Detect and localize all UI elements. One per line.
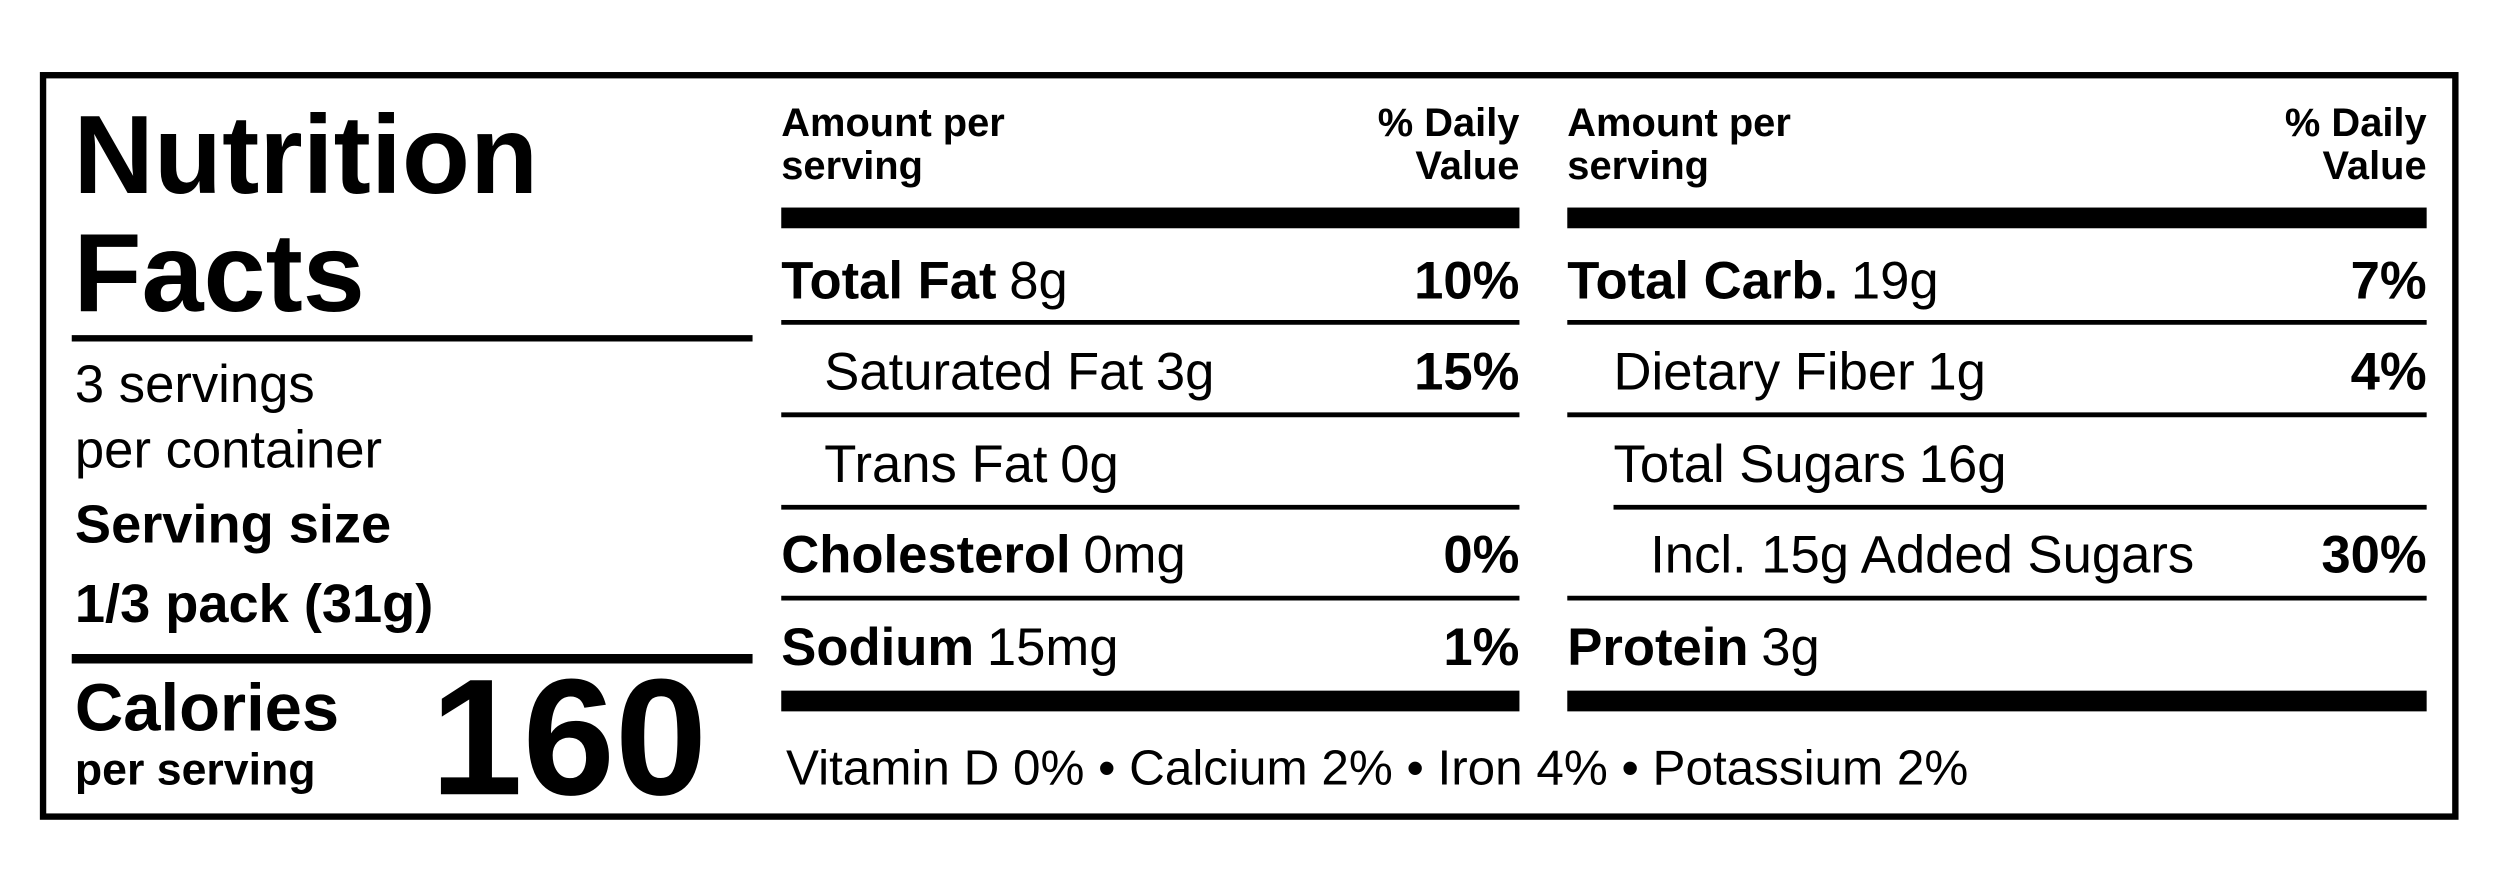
title: Nutrition xyxy=(73,92,538,217)
servings: per container xyxy=(75,420,382,479)
daily-value: 30% xyxy=(2321,526,2426,585)
title: Facts xyxy=(73,210,365,335)
nutrient-column: Amount per serving % Daily Value Total F… xyxy=(781,101,1519,712)
row: Total Carb. 19g xyxy=(1567,251,1938,310)
daily-value: 0% xyxy=(1443,526,1519,585)
calories-value: 160 xyxy=(430,645,707,830)
amount: 16g xyxy=(1919,435,2007,494)
row: Dietary Fiber 1g xyxy=(1614,342,1986,401)
amount: 15mg xyxy=(987,618,1119,677)
daily-value: 1% xyxy=(1443,618,1519,677)
nutrient: Total Carb. xyxy=(1567,251,1838,310)
calories-sublabel: per serving xyxy=(75,746,316,795)
nutrient-column: Amount per serving % Daily Value Total C… xyxy=(1567,101,2427,712)
header: Value xyxy=(1415,144,1519,188)
row: Saturated Fat 3g xyxy=(824,342,1214,401)
row: Sodium 15mg xyxy=(781,618,1118,677)
row: Total Fat 8g xyxy=(781,251,1068,310)
servings: 3 servings xyxy=(75,355,315,414)
header: serving xyxy=(1567,144,1709,188)
nutrient: Total Fat xyxy=(781,251,996,310)
daily-value: 4% xyxy=(2351,342,2427,401)
thick-bar xyxy=(781,207,1520,229)
amount: 0mg xyxy=(1083,526,1185,585)
amount: 1g xyxy=(1927,342,1986,401)
row: Trans Fat 0g xyxy=(824,435,1118,494)
header: Value xyxy=(2323,144,2427,188)
calories-label: Calories xyxy=(75,671,339,746)
header: Amount per xyxy=(1567,101,1791,145)
serving-size-label: Serving size xyxy=(75,494,391,554)
row: Protein 3g xyxy=(1567,618,1820,677)
header: serving xyxy=(781,144,923,188)
amount: 0g xyxy=(1060,435,1119,494)
label-border xyxy=(39,72,2459,820)
header: Amount per xyxy=(781,101,1005,145)
daily-value: 10% xyxy=(1414,251,1519,310)
amount: 19g xyxy=(1851,251,1939,310)
nutrient: Protein xyxy=(1567,618,1748,677)
nutrient: Incl. 15g Added Sugars xyxy=(1650,526,2194,585)
daily-value: 15% xyxy=(1414,342,1519,401)
amount: 3g xyxy=(1761,618,1820,677)
thick-bar xyxy=(1567,207,2427,229)
daily-value: 7% xyxy=(2351,251,2427,310)
nutrient: Saturated Fat xyxy=(824,342,1143,401)
row: Total Sugars 16g xyxy=(1614,435,2007,494)
nutrient: Cholesterol xyxy=(781,526,1070,585)
thick-bar xyxy=(781,690,1520,712)
amount: 3g xyxy=(1156,342,1215,401)
header: % Daily xyxy=(2285,101,2427,145)
footer: Vitamin D 0% • Calcium 2% • Iron 4% • Po… xyxy=(786,741,1968,796)
nutrient: Sodium xyxy=(781,618,974,677)
nutrient: Dietary Fiber xyxy=(1614,342,1915,401)
nutrient: Trans Fat xyxy=(824,435,1048,494)
thick-bar xyxy=(1567,690,2427,712)
row: Cholesterol 0mg xyxy=(781,526,1186,585)
nutrient: Total Sugars xyxy=(1614,435,1906,494)
serving-size-value: 1/3 pack (31g) xyxy=(75,574,433,634)
amount: 8g xyxy=(1009,251,1068,310)
header: % Daily xyxy=(1378,101,1520,145)
